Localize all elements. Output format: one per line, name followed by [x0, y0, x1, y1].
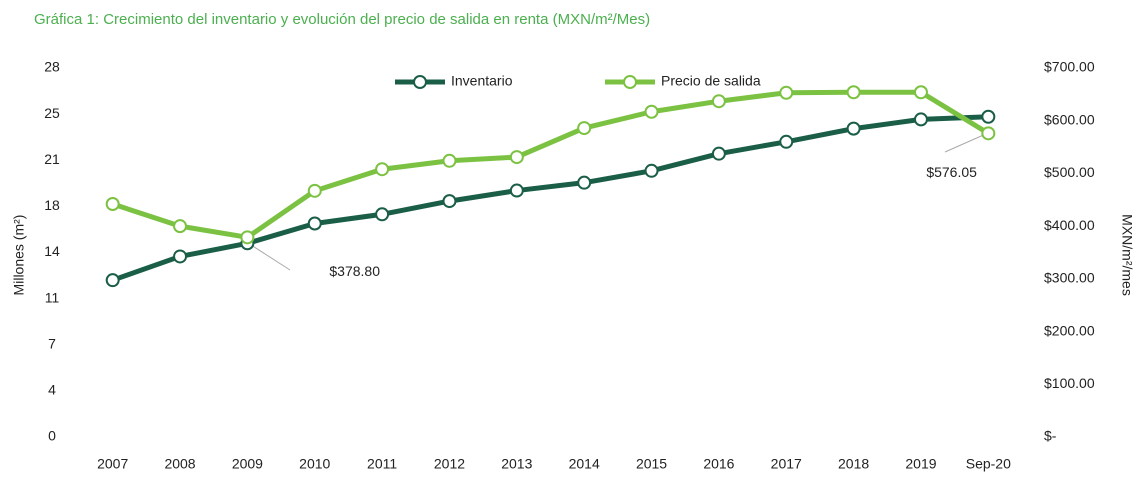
data-point: [509, 183, 524, 198]
y2-tick-label: $600.00: [1044, 111, 1095, 127]
data-point: [307, 216, 322, 231]
annotation-leader: [944, 132, 989, 153]
x-tick-label: 2008: [164, 456, 195, 472]
data-point: [375, 207, 390, 222]
legend-label: Precio de salida: [661, 73, 761, 89]
data-point: [442, 153, 457, 168]
data-point: [442, 194, 457, 209]
y2-tick-label: $300.00: [1044, 270, 1095, 286]
y-tick-label: 4: [48, 382, 56, 398]
y-tick-label: 28: [44, 59, 60, 75]
data-point: [577, 175, 592, 190]
legend-marker: [413, 75, 427, 89]
data-point: [105, 273, 120, 288]
data-point: [846, 85, 861, 100]
y-tick-label: 21: [44, 151, 60, 167]
data-point: [240, 230, 255, 245]
y-tick-label: 0: [48, 428, 56, 444]
y2-tick-label: $100.00: [1044, 375, 1095, 391]
data-point: [644, 104, 659, 119]
data-point: [711, 94, 726, 109]
x-tick-label: 2019: [905, 456, 936, 472]
x-tick-label: 2015: [636, 456, 667, 472]
data-point: [644, 163, 659, 178]
y-tick-label: 7: [48, 335, 56, 351]
series-line: [111, 89, 990, 240]
data-point: [711, 146, 726, 161]
chart-title: Gráfica 1: Crecimiento del inventario y …: [34, 11, 650, 28]
data-point: [981, 126, 996, 141]
data-point: [913, 85, 928, 100]
data-point: [577, 121, 592, 136]
data-point: [173, 249, 188, 264]
y-tick-label: 14: [44, 243, 60, 259]
data-point: [846, 121, 861, 136]
x-tick-label: 2012: [434, 456, 465, 472]
x-tick-label: 2013: [501, 456, 532, 472]
y2-tick-label: $200.00: [1044, 322, 1095, 338]
legend-label: Inventario: [451, 73, 513, 89]
x-tick-label: 2016: [703, 456, 734, 472]
data-label: $576.05: [926, 164, 977, 180]
data-point: [779, 85, 794, 100]
series-line: [111, 114, 989, 283]
data-point: [779, 134, 794, 149]
y2-axis-label: MXN/m²/mes: [1119, 214, 1135, 296]
data-point: [509, 150, 524, 165]
data-point: [307, 183, 322, 198]
y-tick-label: 25: [44, 105, 60, 121]
data-point: [173, 219, 188, 234]
x-tick-label: 2018: [838, 456, 869, 472]
y2-tick-label: $500.00: [1044, 164, 1095, 180]
data-label: $378.80: [329, 263, 380, 279]
x-tick-label: 2014: [569, 456, 600, 472]
x-tick-label: 2011: [367, 456, 397, 472]
y-tick-label: 18: [44, 197, 60, 213]
data-point: [913, 112, 928, 127]
legend-marker: [623, 75, 637, 89]
x-tick-label: 2007: [97, 456, 128, 472]
y-axis-label: Millones (m²): [11, 215, 27, 296]
x-tick-label: 2010: [299, 456, 330, 472]
data-point: [375, 162, 390, 177]
data-point: [981, 109, 996, 124]
x-tick-label: 2017: [771, 456, 802, 472]
y2-tick-label: $400.00: [1044, 217, 1095, 233]
data-point: [105, 197, 120, 212]
y-tick-label: 11: [45, 289, 60, 305]
y2-tick-label: $-: [1044, 428, 1057, 444]
x-tick-label: Sep-20: [966, 456, 1011, 472]
x-tick-label: 2009: [232, 456, 263, 472]
y2-tick-label: $700.00: [1044, 59, 1095, 75]
annotation-leader: [247, 242, 291, 271]
